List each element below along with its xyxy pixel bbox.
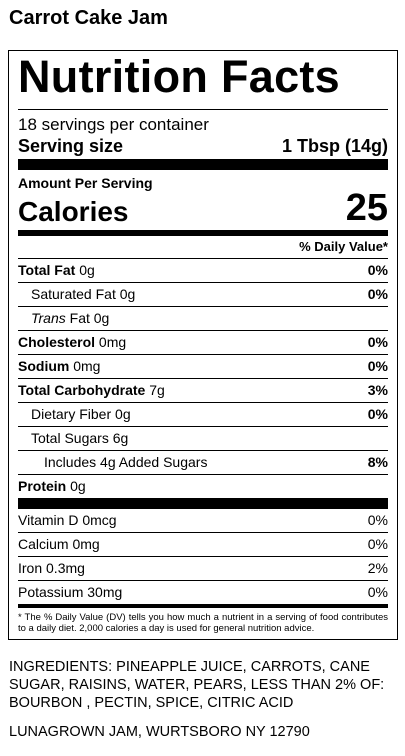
label-title: Nutrition Facts [18,51,388,110]
nutrient: Total Fat 0g [18,259,95,282]
nutrient-name: Saturated Fat [31,286,116,302]
vitamin-amount: 0.3mg [46,560,85,576]
vitamin-name: Potassium [18,584,84,600]
nutrient-name: Fat [69,310,90,326]
vitamin: Vitamin D 0mcg [18,509,117,532]
nutrient: Total Sugars 6g [18,427,128,450]
footnote: * The % Daily Value (DV) tells you how m… [18,612,388,634]
nutrient: Saturated Fat 0g [18,283,135,306]
manufacturer: LUNAGROWN JAM, WURTSBORO NY 12790 [9,724,310,740]
nutrient-row: Saturated Fat 0g 0% [18,283,388,307]
nutrient-row: Protein 0g [18,475,388,498]
nutrient: Total Carbohydrate 7g [18,379,165,402]
nutrient-name-italic: Trans [31,310,66,326]
vitamin-amount: 0mcg [82,512,117,528]
medium-rule [18,230,388,236]
nutrient-amount: 0g [79,262,95,278]
vitamin: Potassium 30mg [18,581,122,604]
vitamin-row: Vitamin D 0mcg 0% [18,509,388,533]
nutrient-rows: Total Fat 0g 0% Saturated Fat 0g 0% Trans Fa… [18,259,388,498]
calories-row: Calories 25 [18,187,388,229]
servings: 18 servings per container [18,115,209,134]
nutrition-label: Nutrition Facts 18 servings per containe… [8,50,398,640]
nutrient-amount: 6g [112,430,129,446]
vitamin: Iron 0.3mg [18,557,85,580]
nutrient-row: Trans Fat 0g [18,307,388,331]
nutrient-name: Dietary Fiber [31,406,112,422]
nutrient-name: Protein [18,478,67,494]
serving-size-row: Serving size 1 Tbsp (14g) [18,135,388,157]
vitamin-row: Iron 0.3mg 2% [18,557,388,581]
daily-value: 0% [367,286,388,302]
vitamin-amount: 0mg [72,536,100,552]
vitamin-row: Potassium 30mg 0% [18,581,388,608]
vitamin-name: Calcium [18,536,69,552]
nutrient-row: Total Sugars 6g [18,427,388,451]
nutrient: Cholesterol 0mg [18,331,126,354]
nutrient-name: Total Fat [18,262,76,278]
dv-header: % Daily Value* [18,236,388,259]
vitamin-name: Iron [18,560,43,576]
nutrient-row: Total Carbohydrate 7g 3% [18,379,388,403]
nutrient-name: Sodium [18,358,70,374]
nutrient-row: Total Fat 0g 0% [18,259,388,283]
nutrient-name: Total Carbohydrate [18,382,146,398]
nutrient-row: Dietary Fiber 0g 0% [18,403,388,427]
nutrient: Trans Fat 0g [18,307,109,330]
vitamin-rows: Vitamin D 0mcg 0% Calcium 0mg 0% Iron 0.3mg 2… [18,509,388,608]
nutrient-amount: 0mg [98,334,127,350]
thick-rule [18,498,388,509]
nutrient: Dietary Fiber 0g [18,403,131,426]
daily-value: 8% [367,454,388,470]
nutrient-amount: 7g [149,382,165,398]
nutrient-row: Cholesterol 0mg 0% [18,331,388,355]
thick-rule [18,159,388,170]
daily-value: 0% [367,358,388,374]
ingredients: INGREDIENTS: PINEAPPLE JUICE, CARROTS, C… [9,659,385,711]
nutrient-name: Includes 4g Added Sugars [44,454,208,470]
daily-value: 0% [367,512,388,528]
nutrient-amount: 0g [70,478,86,494]
calories-label: Calories [18,196,129,227]
nutrient-row: Sodium 0mg 0% [18,355,388,379]
serving-size: 1 Tbsp (14g) [281,136,388,156]
vitamin-name: Vitamin D [18,512,79,528]
nutrient: Sodium 0mg [18,355,100,378]
daily-value: 0% [367,334,388,350]
nutrient: Includes 4g Added Sugars [18,451,207,474]
calories-value: 25 [345,187,388,229]
nutrient-amount: 0g [115,406,131,422]
daily-value: 0% [367,262,388,278]
nutrient-amount: 0g [119,286,136,302]
daily-value: 0% [367,406,388,422]
vitamin-row: Calcium 0mg 0% [18,533,388,557]
daily-value: 2% [367,560,388,576]
daily-value: 3% [367,382,388,398]
daily-value: 0% [367,536,388,552]
vitamin: Calcium 0mg [18,533,100,556]
vitamin-amount: 30mg [87,584,123,600]
daily-value: 0% [367,584,388,600]
nutrient-row: Includes 4g Added Sugars 8% [18,451,388,475]
nutrient: Protein 0g [18,475,86,498]
nutrient-amount: 0g [93,310,110,326]
serving-size-label: Serving size [18,136,124,156]
nutrient-amount: 0mg [73,358,101,374]
amount-per-serving: Amount Per Serving [18,175,153,191]
nutrient-name: Cholesterol [18,334,96,350]
nutrient-name: Total Sugars [31,430,109,446]
product-name: Carrot Cake Jam [9,7,168,29]
